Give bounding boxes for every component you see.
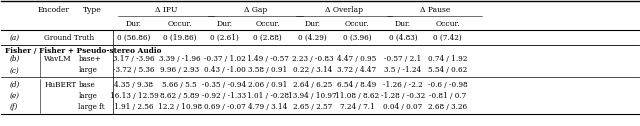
Text: -0.35 / -0.94: -0.35 / -0.94 (202, 81, 246, 89)
Text: 0 (2.88): 0 (2.88) (253, 34, 282, 42)
Text: 3.39 / -1.96: 3.39 / -1.96 (159, 55, 200, 63)
Text: -0.6 / -0.98: -0.6 / -0.98 (428, 81, 467, 89)
Text: -0.57 / 2.1: -0.57 / 2.1 (384, 55, 422, 63)
Text: 16.13 / 12.59: 16.13 / 12.59 (109, 92, 158, 100)
Text: 0 (7.42): 0 (7.42) (433, 34, 462, 42)
Text: 13.94 / 10.97: 13.94 / 10.97 (288, 92, 337, 100)
Text: 4.79 / 3.14: 4.79 / 3.14 (248, 103, 287, 111)
Text: (c): (c) (10, 66, 19, 74)
Text: 5.54 / 0.62: 5.54 / 0.62 (428, 66, 467, 74)
Text: 3.17 / -3.96: 3.17 / -3.96 (113, 55, 155, 63)
Text: Type: Type (83, 6, 102, 14)
Text: Occur.: Occur. (255, 20, 280, 28)
Text: 0 (19.86): 0 (19.86) (163, 34, 196, 42)
Text: -1.28 / -0.32: -1.28 / -0.32 (381, 92, 425, 100)
Text: 6.54 / 8.49: 6.54 / 8.49 (337, 81, 376, 89)
Text: (a): (a) (10, 34, 20, 42)
Text: (b): (b) (10, 55, 20, 63)
Text: Ground Truth: Ground Truth (44, 34, 94, 42)
Text: 1.91 / 2.56: 1.91 / 2.56 (114, 103, 154, 111)
Text: HuBERT: HuBERT (44, 81, 76, 89)
Text: Δ IPU: Δ IPU (155, 6, 177, 14)
Text: 9.96 / 2.93: 9.96 / 2.93 (160, 66, 200, 74)
Text: large: large (79, 92, 97, 100)
Text: 8.62 / 5.89: 8.62 / 5.89 (160, 92, 200, 100)
Text: 0 (2.61): 0 (2.61) (210, 34, 239, 42)
Text: Occur.: Occur. (435, 20, 460, 28)
Text: 0 (3.96): 0 (3.96) (342, 34, 371, 42)
Text: Dur.: Dur. (395, 20, 411, 28)
Text: 2.68 / 3.26: 2.68 / 3.26 (428, 103, 467, 111)
Text: base+: base+ (79, 55, 101, 63)
Text: -1.26 / -2.2: -1.26 / -2.2 (383, 81, 422, 89)
Text: large ft: large ft (79, 103, 105, 111)
Text: 7.24 / 7.1: 7.24 / 7.1 (340, 103, 374, 111)
Text: large: large (79, 66, 97, 74)
Text: Dur.: Dur. (305, 20, 321, 28)
Text: WavLM: WavLM (44, 55, 72, 63)
Text: 3.5 / -1.24: 3.5 / -1.24 (384, 66, 421, 74)
Text: 2.65 / 2.57: 2.65 / 2.57 (292, 103, 332, 111)
Text: 3.58 / 0.91: 3.58 / 0.91 (248, 66, 287, 74)
Text: (e): (e) (10, 92, 20, 100)
Text: -0.81 / 0.7: -0.81 / 0.7 (429, 92, 466, 100)
Text: 1.01 / -0.28: 1.01 / -0.28 (247, 92, 289, 100)
Text: -0.37 / 1.02: -0.37 / 1.02 (204, 55, 245, 63)
Text: 0.04 / 0.07: 0.04 / 0.07 (383, 103, 422, 111)
Text: (d): (d) (10, 81, 20, 89)
Text: 12.2 / 10.98: 12.2 / 10.98 (157, 103, 202, 111)
Text: Encoder: Encoder (38, 6, 70, 14)
Text: Δ Pause: Δ Pause (419, 6, 450, 14)
Text: 0.22 / 3.14: 0.22 / 3.14 (292, 66, 332, 74)
Text: Occur.: Occur. (168, 20, 192, 28)
Text: 0 (4.83): 0 (4.83) (388, 34, 417, 42)
Text: 0.43 / -1.00: 0.43 / -1.00 (204, 66, 245, 74)
Text: 2.64 / 6.25: 2.64 / 6.25 (292, 81, 332, 89)
Text: 4.47 / 0.95: 4.47 / 0.95 (337, 55, 376, 63)
Text: 0.69 / -0.07: 0.69 / -0.07 (204, 103, 245, 111)
Text: 2.06 / 0.91: 2.06 / 0.91 (248, 81, 287, 89)
Text: 0 (4.29): 0 (4.29) (298, 34, 327, 42)
Text: Δ Gap: Δ Gap (244, 6, 268, 14)
Text: Fisher / Fisher + Pseudo-stereo Audio: Fisher / Fisher + Pseudo-stereo Audio (4, 47, 161, 55)
Text: 0.74 / 1.92: 0.74 / 1.92 (428, 55, 467, 63)
Text: -3.72 / 5.36: -3.72 / 5.36 (113, 66, 155, 74)
Text: 4.35 / 9.38: 4.35 / 9.38 (115, 81, 154, 89)
Text: (f): (f) (10, 103, 18, 111)
Text: 5.66 / 5.5: 5.66 / 5.5 (163, 81, 197, 89)
Text: 3.72 / 4.47: 3.72 / 4.47 (337, 66, 376, 74)
Text: 11.08 / 8.62: 11.08 / 8.62 (335, 92, 379, 100)
Text: Dur.: Dur. (216, 20, 232, 28)
Text: 0 (56.86): 0 (56.86) (117, 34, 150, 42)
Text: -0.92 / -1.33: -0.92 / -1.33 (202, 92, 246, 100)
Text: 2.23 / -0.83: 2.23 / -0.83 (292, 55, 333, 63)
Text: 1.49 / -0.57: 1.49 / -0.57 (247, 55, 289, 63)
Text: Occur.: Occur. (345, 20, 369, 28)
Text: Dur.: Dur. (126, 20, 142, 28)
Text: base: base (79, 81, 95, 89)
Text: Δ Overlap: Δ Overlap (325, 6, 364, 14)
